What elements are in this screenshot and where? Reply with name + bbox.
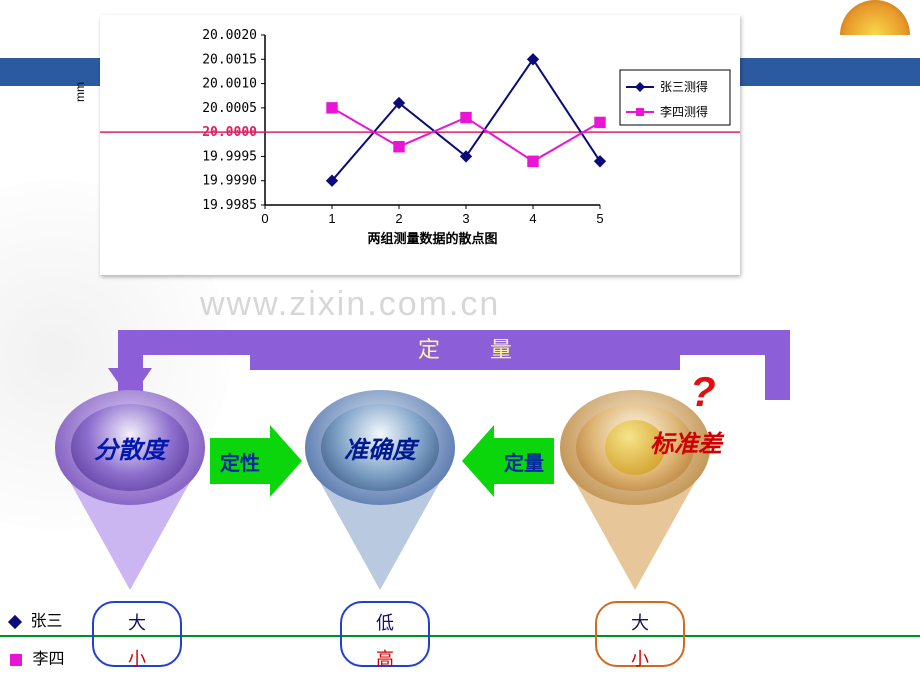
cone-accuracy: 准确度 xyxy=(305,390,455,590)
square-icon xyxy=(10,654,22,666)
svg-text:4: 4 xyxy=(529,211,536,226)
flow-area: 定量 分散度 定性 准确度 定量 标准差 ? xyxy=(0,330,920,600)
cone-dispersion-label: 分散度 xyxy=(55,390,205,505)
svg-text:张三测得: 张三测得 xyxy=(660,79,708,94)
pill-1-bot: 小 xyxy=(128,645,146,671)
banner-vert-right xyxy=(765,330,790,400)
bottom-area: 张三 李四 大 小 低 高 大 小 xyxy=(0,595,920,685)
svg-text:20.0020: 20.0020 xyxy=(202,28,257,43)
svg-text:20.0010: 20.0010 xyxy=(202,77,257,92)
arrow-stddev-to-accuracy: 定量 xyxy=(462,425,554,497)
flow-banner: 定量 xyxy=(250,330,680,370)
legend-label-2: 李四 xyxy=(32,651,64,668)
arrow-dispersion-to-accuracy: 定性 xyxy=(210,425,302,497)
svg-text:19.9985: 19.9985 xyxy=(202,198,257,213)
arrow-right-head-icon xyxy=(462,425,494,497)
svg-text:20.0015: 20.0015 xyxy=(202,52,257,67)
pill-2-bot: 高 xyxy=(376,645,394,671)
banner-horiz-left xyxy=(118,330,268,355)
y-unit-label: mm xyxy=(73,82,87,102)
cone-dispersion: 分散度 xyxy=(55,390,205,590)
chart-frame: mm 19.998519.999019.999520.000020.000520… xyxy=(100,15,740,275)
pill-3-bot: 小 xyxy=(631,645,649,671)
pill-1-top: 大 xyxy=(128,609,146,635)
svg-text:3: 3 xyxy=(462,211,469,226)
chart-svg: 19.998519.999019.999520.000020.000520.00… xyxy=(100,15,740,275)
arrow-right-label: 定量 xyxy=(494,438,554,484)
legend-label-1: 张三 xyxy=(30,613,62,630)
legend-row-1: 张三 xyxy=(10,607,90,631)
arrow-left-label: 定性 xyxy=(210,438,270,484)
stddev-question-mark: ? xyxy=(690,368,716,416)
svg-text:1: 1 xyxy=(328,211,335,226)
svg-text:李四测得: 李四测得 xyxy=(660,104,708,119)
svg-text:19.9995: 19.9995 xyxy=(202,149,257,164)
pill-2-top: 低 xyxy=(376,609,394,635)
arrow-left-head-icon xyxy=(270,425,302,497)
diamond-icon xyxy=(8,615,22,629)
svg-text:5: 5 xyxy=(596,211,603,226)
pill-col-3: 大 小 xyxy=(595,601,685,667)
svg-text:0: 0 xyxy=(261,211,268,226)
svg-text:19.9990: 19.9990 xyxy=(202,174,257,189)
svg-text:2: 2 xyxy=(395,211,402,226)
legend-row-2: 李四 xyxy=(10,645,90,669)
svg-text:两组测量数据的散点图: 两组测量数据的散点图 xyxy=(367,231,497,246)
flow-banner-label: 定量 xyxy=(418,337,562,362)
cone-accuracy-label: 准确度 xyxy=(305,390,455,505)
cone-stddev: 标准差 ? xyxy=(560,390,710,590)
svg-text:20.0005: 20.0005 xyxy=(202,101,257,116)
pill-3-top: 大 xyxy=(631,609,649,635)
watermark: www.zixin.com.cn xyxy=(200,285,500,324)
pill-col-1: 大 小 xyxy=(92,601,182,667)
pill-col-2: 低 高 xyxy=(340,601,430,667)
